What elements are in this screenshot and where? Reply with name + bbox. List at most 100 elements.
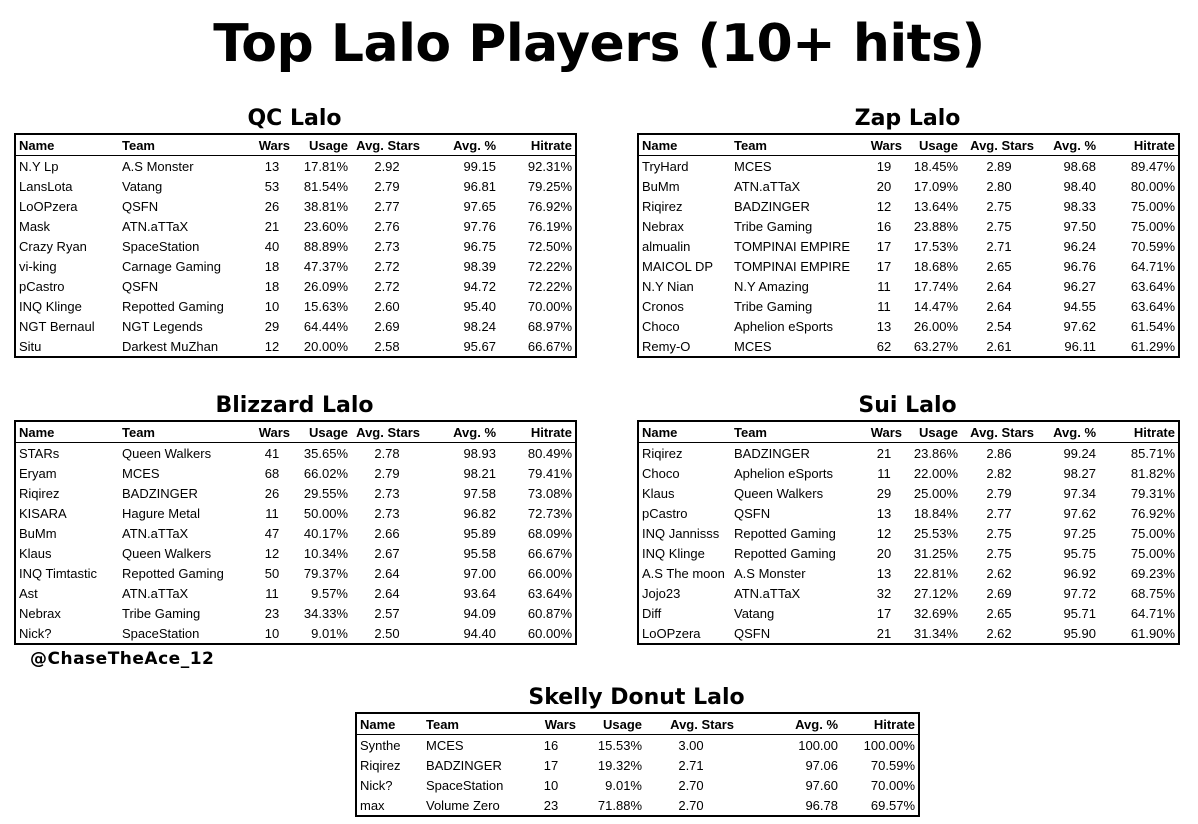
table-row: INQ Jannisss Repotted Gaming 12 25.53% 2.75 9… (638, 523, 1179, 543)
cell-avg-stars: 2.70 (678, 777, 704, 793)
cell-wars: 12 (264, 545, 280, 561)
column-header-team: Team (731, 421, 863, 443)
cell-avg-pct: 96.81 (463, 178, 496, 194)
cell-avg-pct: 95.67 (463, 338, 496, 354)
table-row: vi-king Carnage Gaming 18 47.37% 2.72 98.39 72… (15, 256, 576, 276)
cell-team: Carnage Gaming (122, 258, 221, 274)
cell-hitrate: 76.19% (527, 218, 572, 234)
cell-team: Vatang (734, 605, 775, 621)
cell-avg-stars: 2.60 (374, 298, 400, 314)
cell-usage: 22.00% (913, 465, 958, 481)
cell-hitrate: 68.75% (1130, 585, 1175, 601)
table-row: INQ Klinge Repotted Gaming 10 15.63% 2.60 95.… (15, 296, 576, 316)
cell-name: Riqirez (642, 445, 683, 461)
cell-name: Klaus (19, 545, 52, 561)
cell-avg-pct: 97.00 (463, 565, 496, 581)
cell-team: ATN.aTTaX (734, 585, 801, 601)
column-header-usage: Usage (905, 134, 961, 156)
stats-table: Name Team Wars Usage Avg. Stars Avg. % Hitrate… (355, 712, 920, 817)
table-row: TryHard MCES 19 18.45% 2.89 98.68 89.47% (638, 156, 1179, 177)
cell-name: TryHard (642, 158, 689, 174)
cell-name: Nebrax (642, 218, 684, 234)
cell-hitrate: 76.92% (1130, 505, 1175, 521)
cell-avg-stars: 2.72 (374, 278, 400, 294)
table-row: Riqirez BADZINGER 21 23.86% 2.86 99.24 85.71% (638, 443, 1179, 464)
cell-team: A.S Monster (734, 565, 806, 581)
cell-wars: 47 (264, 525, 280, 541)
cell-usage: 9.01% (605, 777, 642, 793)
section-title: Sui Lalo (858, 393, 957, 418)
cell-avg-stars: 2.77 (374, 198, 400, 214)
section-qc-lalo: QC Lalo Name Team Wars Usage Avg. Stars Avg. … (14, 105, 577, 358)
table-row: Klaus Queen Walkers 29 25.00% 2.79 97.34 79.31… (638, 483, 1179, 503)
cell-name: N.Y Lp (19, 158, 59, 174)
table-header-row: Name Team Wars Usage Avg. Stars Avg. % Hitrate (15, 134, 576, 156)
cell-wars: 19 (876, 158, 892, 174)
section-blizzard-lalo: Blizzard Lalo Name Team Wars Usage Avg. Star… (14, 392, 577, 645)
cell-wars: 62 (876, 338, 892, 354)
column-header-team: Team (731, 134, 863, 156)
cell-usage: 17.81% (303, 158, 348, 174)
cell-avg-stars: 2.79 (374, 465, 400, 481)
column-header-usage: Usage (293, 134, 351, 156)
cell-hitrate: 61.90% (1130, 625, 1175, 641)
cell-avg-pct: 96.92 (1063, 565, 1096, 581)
cell-avg-pct: 97.06 (805, 757, 838, 773)
cell-avg-stars: 2.66 (374, 525, 400, 541)
column-header-usage: Usage (293, 421, 351, 443)
table-row: Ast ATN.aTTaX 11 9.57% 2.64 93.64 63.64% (15, 583, 576, 603)
cell-avg-stars: 2.72 (374, 258, 400, 274)
cell-usage: 63.27% (913, 338, 958, 354)
cell-team: SpaceStation (122, 625, 200, 641)
cell-name: pCastro (19, 278, 65, 294)
cell-usage: 23.60% (303, 218, 348, 234)
cell-usage: 15.63% (303, 298, 348, 314)
table-row: Mask ATN.aTTaX 21 23.60% 2.76 97.76 76.19% (15, 216, 576, 236)
cell-avg-stars: 2.79 (986, 485, 1012, 501)
cell-wars: 11 (265, 585, 279, 601)
cell-wars: 13 (876, 318, 892, 334)
table-row: Klaus Queen Walkers 12 10.34% 2.67 95.58 66.67… (15, 543, 576, 563)
table-header-row: Name Team Wars Usage Avg. Stars Avg. % Hitrate (15, 421, 576, 443)
cell-avg-pct: 98.39 (463, 258, 496, 274)
cell-avg-pct: 99.24 (1063, 445, 1096, 461)
cell-usage: 26.09% (303, 278, 348, 294)
cell-hitrate: 80.00% (1130, 178, 1175, 194)
cell-avg-stars: 2.75 (986, 218, 1012, 234)
table-row: Riqirez BADZINGER 12 13.64% 2.75 98.33 75.00% (638, 196, 1179, 216)
cell-team: Tribe Gaming (734, 218, 813, 234)
table-row: BuMm ATN.aTTaX 47 40.17% 2.66 95.89 68.09% (15, 523, 576, 543)
cell-wars: 21 (876, 625, 892, 641)
table-row: NGT Bernaul NGT Legends 29 64.44% 2.69 98.24 6… (15, 316, 576, 336)
cell-avg-stars: 2.67 (374, 545, 400, 561)
cell-avg-stars: 2.50 (374, 625, 400, 641)
cell-team: TOMPINAI EMPIRE (734, 238, 851, 254)
cell-usage: 31.34% (913, 625, 958, 641)
column-header-avg-pct: Avg. % (737, 713, 841, 735)
cell-avg-pct: 98.21 (463, 465, 496, 481)
cell-avg-pct: 98.93 (463, 445, 496, 461)
cell-wars: 16 (543, 737, 559, 753)
cell-hitrate: 72.22% (527, 258, 572, 274)
cell-avg-pct: 98.68 (1063, 158, 1096, 174)
cell-hitrate: 60.00% (527, 625, 572, 641)
table-row: Jojo23 ATN.aTTaX 32 27.12% 2.69 97.72 68.75% (638, 583, 1179, 603)
cell-avg-stars: 2.92 (374, 158, 400, 174)
cell-usage: 23.88% (913, 218, 958, 234)
cell-avg-pct: 96.82 (463, 505, 496, 521)
column-header-avg-stars: Avg. Stars (961, 421, 1037, 443)
cell-avg-pct: 95.90 (1063, 625, 1096, 641)
cell-usage: 25.00% (913, 485, 958, 501)
cell-wars: 21 (876, 445, 892, 461)
column-header-usage: Usage (579, 713, 645, 735)
cell-avg-stars: 2.80 (986, 178, 1012, 194)
cell-usage: 38.81% (303, 198, 348, 214)
cell-avg-pct: 100.00 (798, 737, 838, 753)
cell-team: SpaceStation (122, 238, 200, 254)
cell-team: QSFN (734, 505, 771, 521)
cell-avg-pct: 94.09 (463, 605, 496, 621)
cell-wars: 23 (543, 797, 559, 813)
stats-table: Name Team Wars Usage Avg. Stars Avg. % Hitrate… (637, 420, 1180, 645)
cell-team: ATN.aTTaX (122, 218, 189, 234)
table-row: pCastro QSFN 13 18.84% 2.77 97.62 76.92% (638, 503, 1179, 523)
